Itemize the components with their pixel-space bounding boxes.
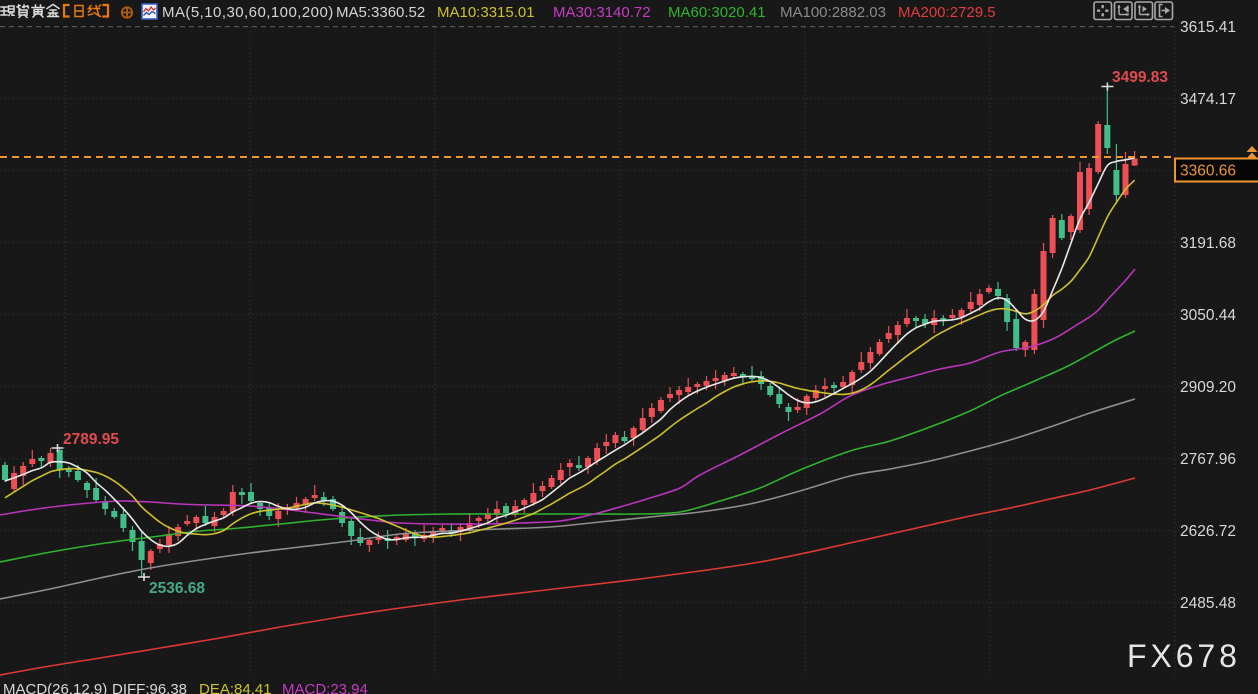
- svg-text:3474.17: 3474.17: [1180, 91, 1236, 108]
- svg-text:MA200:2729.5: MA200:2729.5: [898, 4, 996, 21]
- svg-text:3191.68: 3191.68: [1180, 235, 1236, 252]
- svg-text:2767.96: 2767.96: [1180, 451, 1236, 468]
- svg-text:MACD:23.94: MACD:23.94: [282, 681, 368, 694]
- svg-text:2789.95: 2789.95: [63, 431, 119, 448]
- svg-text:MA5:3360.52: MA5:3360.52: [336, 4, 425, 21]
- svg-text:2909.20: 2909.20: [1180, 379, 1236, 396]
- svg-text:3050.44: 3050.44: [1180, 307, 1236, 324]
- svg-text:MA100:2882.03: MA100:2882.03: [780, 4, 886, 21]
- svg-text:3360.66: 3360.66: [1180, 163, 1236, 180]
- svg-text:3615.41: 3615.41: [1180, 19, 1236, 36]
- svg-text:2626.72: 2626.72: [1180, 523, 1236, 540]
- svg-text:DIFF:96.38: DIFF:96.38: [112, 681, 187, 694]
- svg-text:2536.68: 2536.68: [149, 580, 205, 597]
- svg-text:DEA:84.41: DEA:84.41: [199, 681, 272, 694]
- svg-text:MA60:3020.41: MA60:3020.41: [668, 4, 766, 21]
- svg-text:FX678: FX678: [1127, 638, 1241, 674]
- svg-text:2485.48: 2485.48: [1180, 595, 1236, 612]
- svg-text:MA10:3315.01: MA10:3315.01: [437, 4, 535, 21]
- svg-text:3499.83: 3499.83: [1112, 69, 1168, 86]
- svg-text:MA30:3140.72: MA30:3140.72: [553, 4, 651, 21]
- svg-text:MA(5,10,30,60,100,200): MA(5,10,30,60,100,200): [162, 4, 334, 21]
- svg-text:MACD(26,12,9): MACD(26,12,9): [3, 681, 107, 694]
